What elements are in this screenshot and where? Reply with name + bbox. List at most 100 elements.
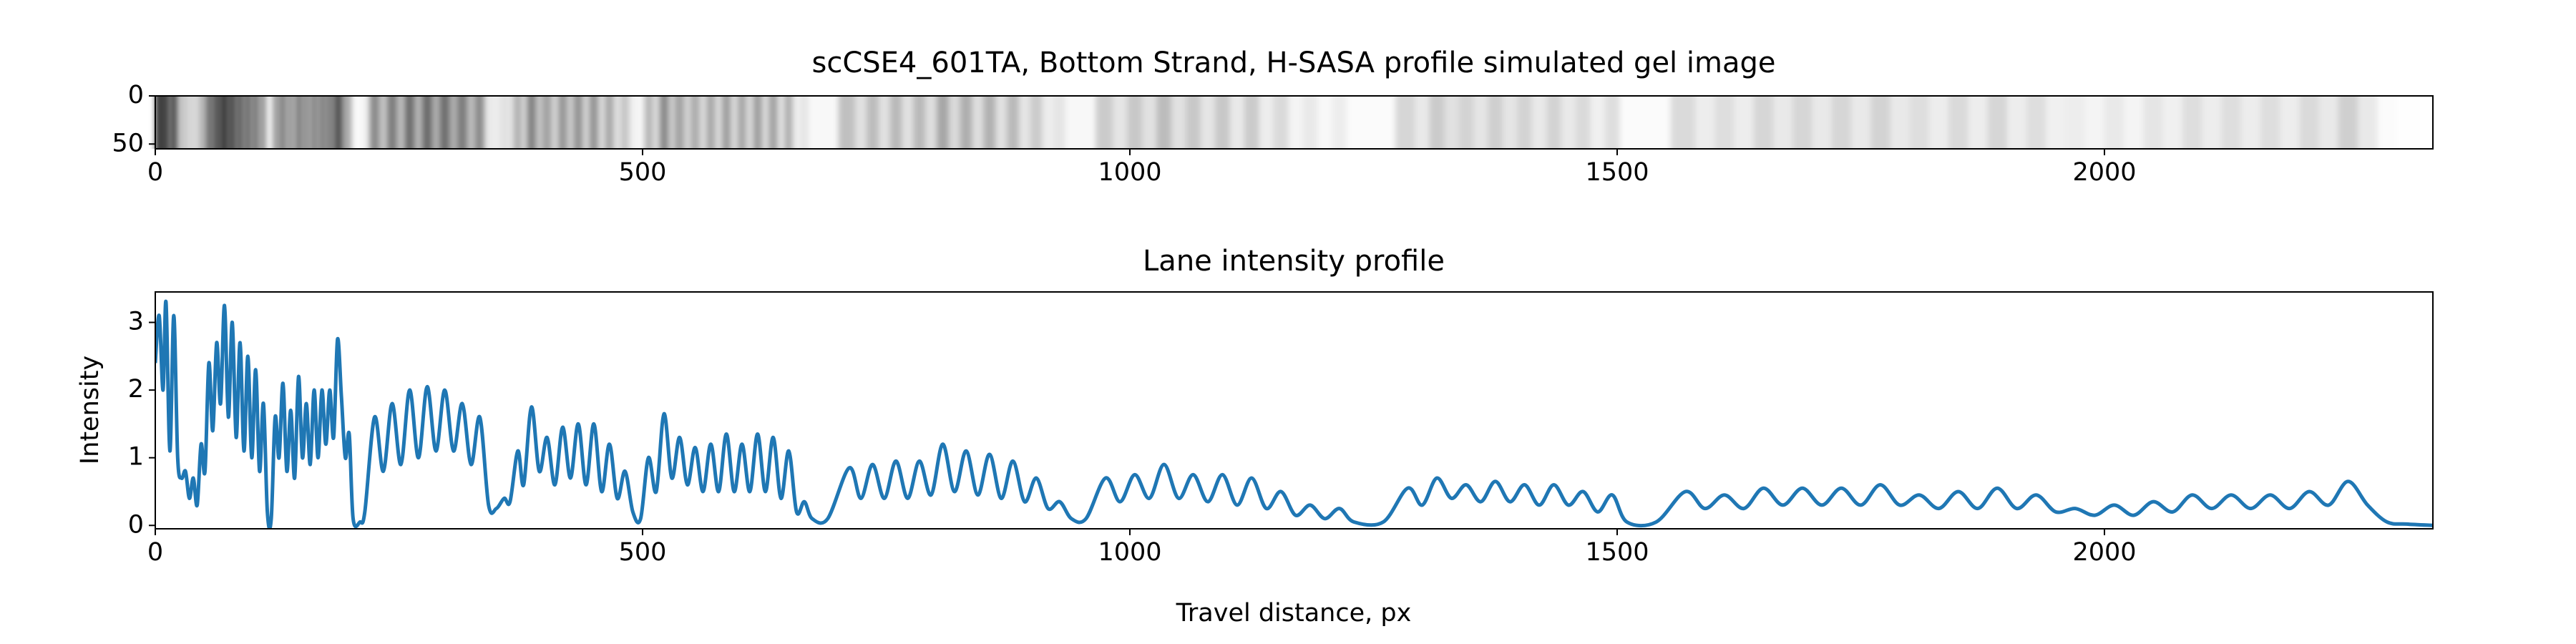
gel-band — [234, 96, 238, 149]
gel-band — [1259, 96, 1274, 149]
gel-band — [2182, 96, 2202, 149]
gel-band — [582, 96, 590, 149]
gel-band — [1444, 96, 1459, 149]
gel-band — [2026, 96, 2046, 149]
gel-band — [1332, 96, 1347, 149]
gel-band — [183, 96, 187, 149]
gel-band — [2162, 96, 2182, 149]
gel-band — [1030, 96, 1043, 149]
gel-band — [180, 96, 184, 149]
gel-band — [2240, 96, 2260, 149]
gel-band — [2084, 96, 2105, 149]
profile-title: Lane intensity profile — [1143, 245, 1445, 278]
x-tick-label: 500 — [619, 538, 667, 567]
gel-band — [1186, 96, 1201, 149]
gel-band — [1156, 96, 1171, 149]
gel-band — [1018, 96, 1031, 149]
gel-band — [230, 96, 235, 149]
gel-band — [1812, 96, 1832, 149]
gel-band — [2046, 96, 2066, 149]
intensity-line — [155, 299, 2433, 529]
gel-band — [983, 96, 996, 149]
x-tick-label: 1000 — [1098, 158, 1161, 187]
gel-band — [2065, 96, 2085, 149]
gel-band — [1142, 96, 1157, 149]
gel-band — [1244, 96, 1259, 149]
gel-band — [1968, 96, 1988, 149]
gel-band — [396, 96, 406, 149]
gel-band — [155, 96, 157, 149]
gel-band — [1502, 96, 1518, 149]
x-tick-label: 0 — [147, 538, 163, 567]
gel-band — [1714, 96, 1735, 149]
gel-band — [1429, 96, 1445, 149]
gel-band — [308, 96, 313, 149]
gel-band — [484, 96, 493, 149]
gel-band — [172, 96, 176, 149]
gel-band — [1042, 96, 1054, 149]
gel-band — [343, 96, 348, 149]
gel-band — [405, 96, 414, 149]
gel-band — [1171, 96, 1186, 149]
gel-band — [683, 96, 692, 149]
gel-band — [422, 96, 432, 149]
gel-band — [331, 96, 336, 149]
gel-band — [1753, 96, 1773, 149]
gel-band — [253, 96, 258, 149]
gel-band — [1590, 96, 1605, 149]
gel-band — [902, 96, 914, 149]
gel-band — [1870, 96, 1890, 149]
gel-band — [809, 96, 820, 149]
gel-band — [1546, 96, 1561, 149]
gel-band — [2299, 96, 2319, 149]
gel-band — [566, 96, 575, 149]
gel-band — [972, 96, 984, 149]
gel-band — [800, 96, 809, 149]
gel-band — [280, 96, 286, 149]
gel-band — [937, 96, 949, 149]
gel-band — [1288, 96, 1303, 149]
gel-band — [1229, 96, 1245, 149]
axes-frame — [155, 291, 2434, 530]
gel-band — [245, 96, 250, 149]
gel-band — [285, 96, 289, 149]
gel-band — [199, 96, 203, 149]
gel-band — [387, 96, 397, 149]
gel-band — [652, 96, 660, 149]
gel-band — [1273, 96, 1289, 149]
gel-band — [328, 96, 332, 149]
gel-band — [1369, 96, 1395, 149]
gel-band — [195, 96, 200, 149]
gel-band — [347, 96, 351, 149]
y-tick-label: 0 — [128, 81, 144, 109]
gel-band — [1987, 96, 2007, 149]
x-tick-label: 0 — [147, 158, 163, 187]
y-tick-label: 2 — [128, 375, 144, 404]
gel-band — [203, 96, 208, 149]
gel-band — [1641, 96, 1671, 149]
gel-band — [628, 96, 637, 149]
gel-band — [492, 96, 501, 149]
gel-band — [1531, 96, 1547, 149]
gel-band — [668, 96, 676, 149]
gel-band — [714, 96, 723, 149]
gel-band — [2124, 96, 2144, 149]
gel-band — [1395, 96, 1415, 149]
gel-band — [2104, 96, 2124, 149]
gel-band — [660, 96, 668, 149]
gel-band — [187, 96, 192, 149]
gel-band — [500, 96, 507, 149]
gel-band — [2377, 96, 2396, 149]
gel-band — [320, 96, 324, 149]
gel-band — [1007, 96, 1019, 149]
gel-band — [574, 96, 582, 149]
gel-band — [207, 96, 211, 149]
gel-band — [769, 96, 777, 149]
gel-band — [889, 96, 902, 149]
gel-band — [475, 96, 484, 149]
gel-band — [222, 96, 227, 149]
gel-band — [2006, 96, 2027, 149]
gel-band — [273, 96, 278, 149]
gel-title: scCSE4_601TA, Bottom Strand, H-SASA prof… — [812, 47, 1776, 79]
